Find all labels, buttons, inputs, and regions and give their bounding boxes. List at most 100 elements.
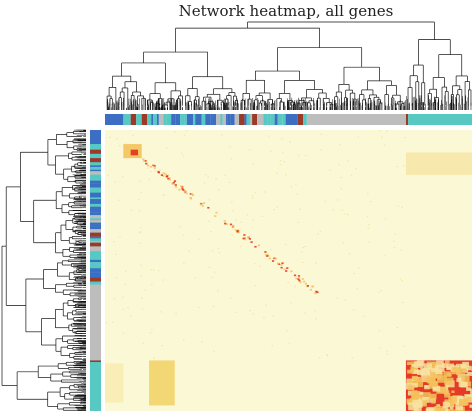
module-segment bbox=[90, 166, 101, 170]
module-segment bbox=[230, 114, 235, 125]
heat-faint-dot bbox=[265, 304, 267, 306]
heat-speckle bbox=[435, 364, 445, 373]
heat-faint-dot bbox=[379, 130, 381, 132]
heat-diag-dot bbox=[283, 268, 286, 271]
module-segment bbox=[90, 176, 101, 181]
heat-diag-dot bbox=[153, 167, 156, 169]
heat-faint-dot bbox=[213, 350, 215, 352]
heat-diag-dot bbox=[172, 181, 176, 184]
heat-diag-dot bbox=[149, 165, 153, 168]
heat-diag-dot bbox=[199, 203, 202, 206]
module-segment bbox=[90, 251, 101, 255]
heat-diag-dot bbox=[192, 194, 195, 197]
heat-speckle bbox=[465, 365, 472, 371]
heat-faint-dot bbox=[152, 269, 155, 271]
heat-speckle bbox=[458, 399, 468, 406]
heat-faint-dot bbox=[366, 215, 369, 218]
heat-faint-dot bbox=[122, 332, 125, 334]
module-segment bbox=[246, 114, 251, 125]
heat-faint-dot bbox=[399, 278, 402, 280]
heat-faint-dot bbox=[151, 284, 153, 286]
heat-speckle bbox=[436, 386, 446, 394]
heat-diag-dot bbox=[160, 174, 164, 176]
heat-diag-dot bbox=[257, 244, 260, 247]
heat-faint-dot bbox=[113, 241, 115, 243]
heat-speckle bbox=[433, 371, 443, 379]
heat-faint-dot bbox=[130, 315, 132, 317]
heat-diag-dot bbox=[173, 180, 177, 182]
module-segment bbox=[147, 114, 152, 125]
heat-faint-dot bbox=[208, 220, 210, 222]
heat-faint-dot bbox=[138, 199, 140, 201]
heat-faint-dot bbox=[212, 305, 215, 308]
heat-faint-dot bbox=[403, 345, 405, 347]
module-segment bbox=[90, 222, 101, 225]
heat-diag-dot bbox=[264, 253, 268, 256]
heat-faint-dot bbox=[350, 174, 353, 176]
heat-diag-dot bbox=[174, 184, 177, 186]
heat-diag-dot bbox=[267, 255, 270, 257]
heat-faint-dot bbox=[263, 317, 265, 319]
heat-faint-dot bbox=[197, 306, 200, 308]
heat-faint-dot bbox=[139, 180, 142, 182]
heat-block-offdiag bbox=[405, 152, 472, 175]
heat-block-offdiag bbox=[149, 360, 175, 406]
module-segment bbox=[244, 114, 247, 125]
heat-speckle bbox=[467, 371, 472, 376]
heat-faint-dot bbox=[119, 236, 121, 238]
module-segment bbox=[90, 203, 101, 207]
heat-faint-dot bbox=[140, 192, 143, 194]
heat-faint-dot bbox=[116, 138, 118, 140]
module-segment bbox=[90, 197, 101, 200]
heat-faint-dot bbox=[270, 249, 272, 251]
heat-diag-dot bbox=[281, 262, 284, 265]
heat-faint-dot bbox=[118, 199, 120, 201]
heat-faint-dot bbox=[301, 251, 303, 253]
heat-faint-dot bbox=[296, 193, 298, 195]
module-segment bbox=[90, 242, 101, 247]
heat-speckle bbox=[424, 385, 430, 390]
heat-faint-dot bbox=[340, 188, 343, 190]
heat-faint-dot bbox=[383, 255, 385, 257]
heat-faint-dot bbox=[317, 233, 319, 235]
heat-diag-dot bbox=[301, 278, 304, 280]
heat-diag-dot bbox=[274, 257, 277, 260]
heat-faint-dot bbox=[268, 135, 270, 137]
heat-faint-dot bbox=[326, 354, 328, 356]
heat-faint-dot bbox=[124, 270, 127, 272]
heat-speckle bbox=[466, 387, 471, 391]
heat-faint-dot bbox=[324, 200, 326, 202]
heat-faint-dot bbox=[183, 192, 186, 194]
heat-speckle bbox=[426, 376, 436, 384]
module-segment bbox=[282, 114, 286, 125]
heat-faint-dot bbox=[181, 152, 183, 154]
heat-diag-dot bbox=[174, 186, 178, 188]
module-segment bbox=[90, 238, 101, 242]
heat-faint-dot bbox=[254, 263, 256, 265]
heat-diag-dot bbox=[223, 220, 226, 222]
heat-speckle bbox=[419, 391, 424, 395]
heat-faint-dot bbox=[183, 262, 185, 264]
heat-speckle bbox=[441, 363, 448, 368]
heat-faint-dot bbox=[254, 192, 256, 194]
module-segment bbox=[216, 114, 221, 125]
heat-diag-dot bbox=[144, 159, 147, 162]
heat-faint-dot bbox=[161, 345, 164, 347]
module-segment bbox=[105, 114, 124, 125]
heat-faint-dot bbox=[276, 172, 278, 174]
heat-speckle bbox=[444, 360, 450, 365]
module-segment bbox=[90, 256, 101, 260]
module-segment bbox=[130, 114, 137, 125]
heat-faint-dot bbox=[246, 214, 249, 216]
heat-speckle bbox=[407, 390, 415, 396]
heat-faint-dot bbox=[347, 160, 349, 162]
module-segment bbox=[285, 114, 292, 125]
heat-speckle bbox=[456, 378, 462, 383]
heat-faint-dot bbox=[140, 275, 143, 277]
heat-speckle bbox=[471, 366, 472, 372]
heat-faint-dot bbox=[285, 243, 287, 246]
module-segment bbox=[90, 174, 101, 177]
heat-faint-dot bbox=[163, 194, 165, 196]
heat-faint-dot bbox=[340, 176, 343, 179]
heat-faint-dot bbox=[304, 245, 307, 248]
